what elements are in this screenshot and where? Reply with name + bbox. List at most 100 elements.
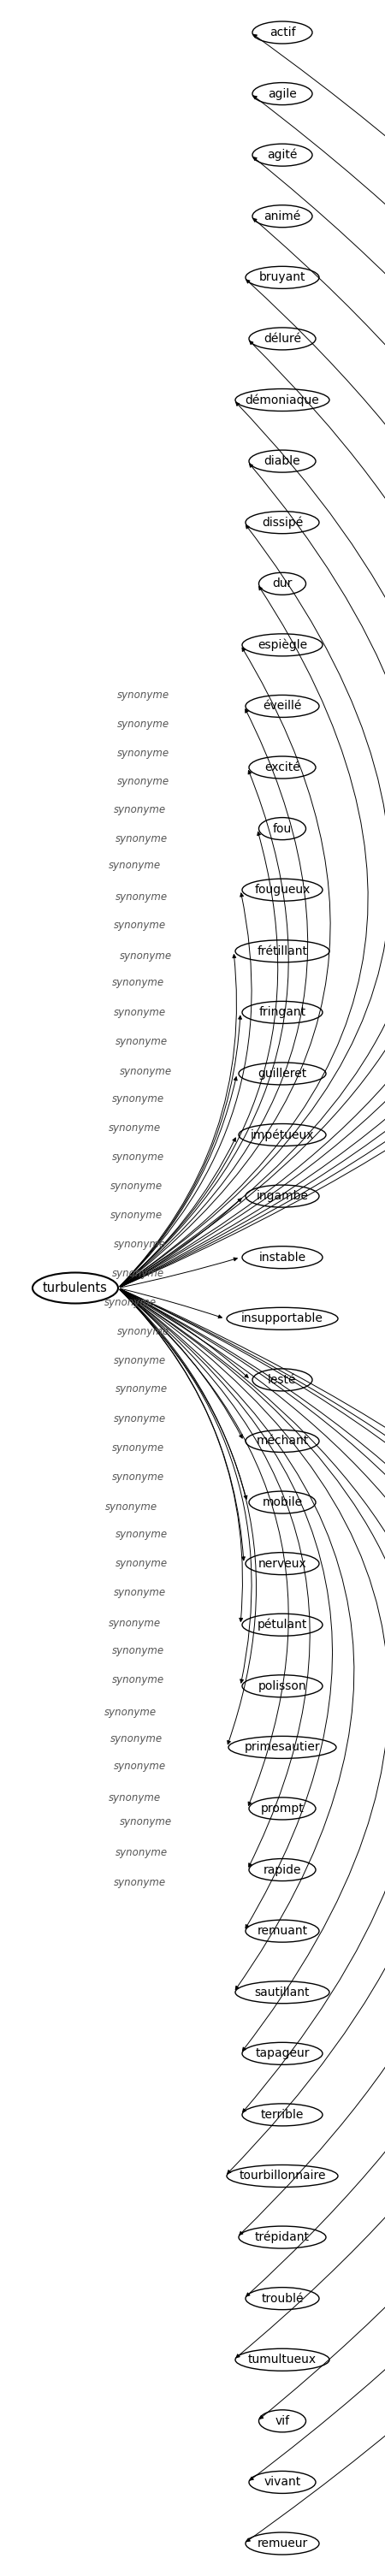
- Text: synonyme: synonyme: [113, 1878, 166, 1888]
- Text: primesautier: primesautier: [244, 1741, 320, 1754]
- Text: synonyme: synonyme: [110, 1211, 162, 1221]
- FancyArrowPatch shape: [120, 1077, 237, 1285]
- Text: synonyme: synonyme: [117, 1327, 169, 1337]
- Text: synonyme: synonyme: [115, 1847, 167, 1857]
- Text: synonyme: synonyme: [108, 1793, 161, 1803]
- Text: dissipé: dissipé: [262, 515, 303, 528]
- FancyArrowPatch shape: [120, 1291, 243, 1620]
- Text: déluré: déluré: [263, 332, 301, 345]
- Text: synonyme: synonyme: [105, 1502, 157, 1512]
- FancyArrowPatch shape: [120, 402, 385, 1288]
- Text: excité: excité: [264, 762, 300, 773]
- FancyArrowPatch shape: [120, 647, 330, 1285]
- Text: agile: agile: [268, 88, 297, 100]
- FancyArrowPatch shape: [120, 1288, 385, 2543]
- Text: terrible: terrible: [261, 2110, 304, 2120]
- Text: synonyme: synonyme: [108, 1618, 161, 1628]
- FancyArrowPatch shape: [120, 95, 385, 1288]
- Text: synonyme: synonyme: [112, 1471, 164, 1481]
- Text: synonyme: synonyme: [117, 690, 169, 701]
- FancyArrowPatch shape: [120, 157, 385, 1288]
- FancyArrowPatch shape: [120, 1291, 256, 1744]
- Text: insupportable: insupportable: [241, 1314, 323, 1324]
- FancyArrowPatch shape: [120, 894, 252, 1285]
- Text: synonyme: synonyme: [115, 1036, 167, 1048]
- FancyArrowPatch shape: [120, 1288, 385, 2112]
- FancyArrowPatch shape: [120, 832, 278, 1285]
- Text: remuant: remuant: [257, 1924, 308, 1937]
- FancyArrowPatch shape: [120, 1288, 385, 2174]
- Text: synonyme: synonyme: [115, 1383, 167, 1396]
- Text: synonyme: synonyme: [117, 775, 169, 788]
- FancyArrowPatch shape: [120, 1288, 385, 2481]
- FancyArrowPatch shape: [120, 1288, 385, 2295]
- Text: synonyme: synonyme: [104, 1298, 156, 1309]
- Text: synonyme: synonyme: [113, 804, 166, 814]
- Text: synonyme: synonyme: [113, 1007, 166, 1018]
- FancyArrowPatch shape: [120, 1288, 248, 1378]
- Text: synonyme: synonyme: [108, 1123, 161, 1133]
- Text: éveillé: éveillé: [263, 701, 302, 711]
- FancyArrowPatch shape: [120, 587, 368, 1285]
- FancyArrowPatch shape: [120, 1291, 385, 2050]
- Text: synonyme: synonyme: [112, 1267, 164, 1280]
- Text: agité: agité: [267, 149, 298, 162]
- Text: synonyme: synonyme: [112, 1443, 164, 1453]
- Text: synonyme: synonyme: [110, 1180, 162, 1193]
- Text: rapide: rapide: [263, 1865, 301, 1875]
- Text: guilleret: guilleret: [258, 1066, 307, 1079]
- FancyArrowPatch shape: [120, 340, 385, 1288]
- FancyArrowPatch shape: [121, 1257, 237, 1288]
- FancyArrowPatch shape: [120, 1291, 288, 1806]
- FancyArrowPatch shape: [120, 1288, 385, 2236]
- FancyArrowPatch shape: [120, 526, 385, 1285]
- Text: synonyme: synonyme: [115, 1558, 167, 1569]
- Text: synonyme: synonyme: [110, 1734, 162, 1744]
- Text: fou: fou: [273, 822, 292, 835]
- Text: synonyme: synonyme: [113, 1355, 166, 1365]
- Text: fougueux: fougueux: [254, 884, 310, 896]
- Text: tourbillonnaire: tourbillonnaire: [239, 2169, 326, 2182]
- Text: espiègle: espiègle: [258, 639, 307, 652]
- Text: instable: instable: [259, 1252, 306, 1262]
- Text: sautillant: sautillant: [255, 1986, 310, 1999]
- Text: polisson: polisson: [258, 1680, 306, 1692]
- Text: tumultueux: tumultueux: [248, 2354, 316, 2365]
- FancyArrowPatch shape: [120, 1291, 242, 1437]
- Text: synonyme: synonyme: [104, 1705, 156, 1718]
- FancyArrowPatch shape: [120, 1291, 247, 1499]
- Text: synonyme: synonyme: [115, 1528, 167, 1540]
- Text: synonyme: synonyme: [113, 920, 166, 930]
- Text: troublé: troublé: [261, 2293, 303, 2306]
- FancyArrowPatch shape: [120, 1291, 332, 1929]
- Text: synonyme: synonyme: [117, 747, 169, 757]
- Text: actif: actif: [269, 26, 295, 39]
- Text: dur: dur: [272, 577, 292, 590]
- Text: synonyme: synonyme: [115, 891, 167, 902]
- FancyArrowPatch shape: [120, 1198, 241, 1288]
- Text: fringant: fringant: [259, 1007, 306, 1018]
- FancyArrowPatch shape: [120, 1291, 252, 1682]
- FancyArrowPatch shape: [120, 1288, 385, 2357]
- Text: mobile: mobile: [262, 1497, 303, 1510]
- Text: synonyme: synonyme: [112, 1674, 164, 1685]
- FancyArrowPatch shape: [120, 708, 308, 1285]
- FancyArrowPatch shape: [120, 33, 385, 1288]
- Text: vivant: vivant: [264, 2476, 301, 2488]
- FancyArrowPatch shape: [120, 1291, 354, 1989]
- FancyArrowPatch shape: [120, 281, 385, 1288]
- Text: synonyme: synonyme: [113, 1762, 166, 1772]
- Text: pétulant: pétulant: [257, 1618, 307, 1631]
- Text: méchant: méchant: [256, 1435, 308, 1448]
- Text: synonyme: synonyme: [117, 719, 169, 729]
- Text: turbulents: turbulents: [43, 1283, 108, 1293]
- Text: synonyme: synonyme: [115, 835, 167, 845]
- Text: bruyant: bruyant: [259, 270, 306, 283]
- Text: démoniaque: démoniaque: [245, 394, 320, 407]
- FancyArrowPatch shape: [120, 1015, 242, 1285]
- Text: synonyme: synonyme: [112, 1646, 164, 1656]
- Text: synonyme: synonyme: [113, 1239, 166, 1249]
- Text: animé: animé: [264, 211, 301, 222]
- FancyArrowPatch shape: [121, 1288, 222, 1319]
- FancyArrowPatch shape: [120, 956, 236, 1285]
